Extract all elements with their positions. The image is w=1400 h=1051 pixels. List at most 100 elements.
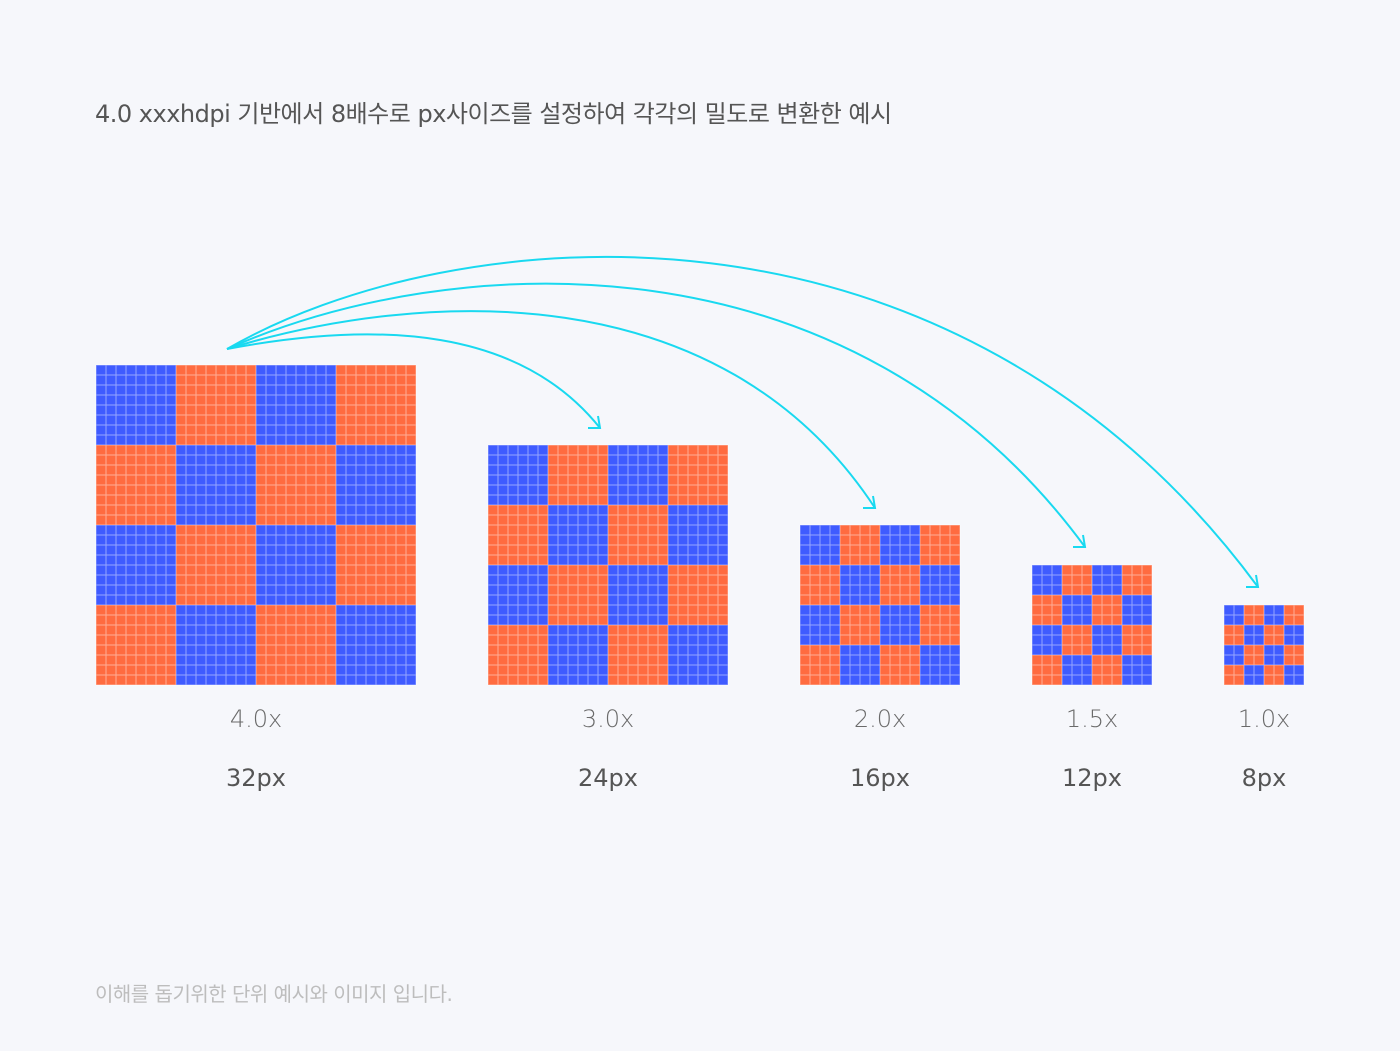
pixel-grid-lines bbox=[487, 444, 729, 686]
checker-block bbox=[336, 605, 416, 685]
checker-block bbox=[880, 565, 920, 605]
conversion-arrow bbox=[226, 333, 601, 429]
arrowhead-icon bbox=[1246, 574, 1260, 588]
checker-block bbox=[1062, 565, 1092, 595]
arrowhead-icon bbox=[863, 495, 877, 509]
checker-block bbox=[920, 605, 960, 645]
checker-block bbox=[548, 445, 608, 505]
checker-block bbox=[1032, 565, 1062, 595]
size-label-3x: 24px bbox=[578, 764, 638, 792]
checker-block bbox=[176, 605, 256, 685]
checker-block bbox=[840, 565, 880, 605]
checker-block bbox=[608, 565, 668, 625]
checker-block bbox=[256, 605, 336, 685]
conversion-arrow bbox=[226, 255, 1259, 588]
checker-block bbox=[548, 565, 608, 625]
checker-block bbox=[256, 445, 336, 525]
checker-block bbox=[800, 605, 840, 645]
checker-block bbox=[1284, 645, 1304, 665]
page-title: 4.0 xxxhdpi 기반에서 8배수로 px사이즈를 설정하여 각각의 밀도… bbox=[95, 100, 892, 128]
scale-label-1-5x: 1.5x bbox=[1065, 705, 1119, 733]
checker-block bbox=[1092, 625, 1122, 655]
checker-block bbox=[1224, 605, 1244, 625]
arrowhead-icon bbox=[588, 415, 602, 429]
checker-block bbox=[1032, 595, 1062, 625]
checker-block bbox=[1122, 625, 1152, 655]
checker-block bbox=[1032, 655, 1062, 685]
arrowhead-icon bbox=[1073, 534, 1087, 548]
checker-block bbox=[1264, 605, 1284, 625]
checker-block bbox=[1224, 665, 1244, 685]
checker-block bbox=[548, 505, 608, 565]
checker-block bbox=[1032, 625, 1062, 655]
conversion-arrow bbox=[226, 310, 876, 509]
checker-block bbox=[880, 525, 920, 565]
checker-block bbox=[1284, 605, 1304, 625]
checker-block bbox=[840, 605, 880, 645]
checker-block bbox=[1122, 565, 1152, 595]
checker-block bbox=[96, 525, 176, 605]
size-label-4x: 32px bbox=[226, 764, 286, 792]
checker-block bbox=[920, 525, 960, 565]
checker-block bbox=[1244, 605, 1264, 625]
checker-block bbox=[256, 525, 336, 605]
checker-block bbox=[1224, 645, 1244, 665]
checker-block bbox=[1224, 625, 1244, 645]
checker-block bbox=[1264, 625, 1284, 645]
checker-block bbox=[336, 525, 416, 605]
checker-block bbox=[488, 445, 548, 505]
checker-block bbox=[488, 625, 548, 685]
conversion-arrow bbox=[226, 282, 1086, 548]
pixel-grid-lines bbox=[1031, 564, 1153, 686]
checker-block bbox=[668, 625, 728, 685]
scale-label-4x: 4.0x bbox=[229, 705, 283, 733]
checker-block bbox=[840, 645, 880, 685]
pixel-grid-lines bbox=[1223, 604, 1305, 686]
checker-block bbox=[176, 445, 256, 525]
checker-block bbox=[668, 445, 728, 505]
checker-block bbox=[668, 565, 728, 625]
checker-block bbox=[1062, 625, 1092, 655]
checker-block bbox=[668, 505, 728, 565]
checker-block bbox=[608, 505, 668, 565]
checker-block bbox=[1092, 565, 1122, 595]
pixel-grid-lines bbox=[799, 524, 961, 686]
size-label-1-5x: 12px bbox=[1062, 764, 1122, 792]
size-label-2x: 16px bbox=[850, 764, 910, 792]
checker-block bbox=[96, 605, 176, 685]
checker-block bbox=[800, 645, 840, 685]
checker-block bbox=[1062, 595, 1092, 625]
scale-label-1x: 1.0x bbox=[1237, 705, 1291, 733]
checker-block bbox=[96, 365, 176, 445]
checker-block bbox=[608, 445, 668, 505]
footer-note: 이해를 돕기위한 단위 예시와 이미지 입니다. bbox=[95, 982, 453, 1006]
checker-block bbox=[920, 645, 960, 685]
checker-block bbox=[1244, 645, 1264, 665]
checker-block bbox=[1092, 595, 1122, 625]
checker-block bbox=[1092, 655, 1122, 685]
checker-block bbox=[176, 365, 256, 445]
checker-block bbox=[96, 445, 176, 525]
checker-block bbox=[176, 525, 256, 605]
checker-block bbox=[488, 505, 548, 565]
checker-block bbox=[840, 525, 880, 565]
pixel-grid-lines bbox=[95, 364, 417, 686]
checker-block bbox=[920, 565, 960, 605]
checker-block bbox=[800, 525, 840, 565]
checker-block bbox=[608, 625, 668, 685]
checker-block bbox=[1244, 625, 1264, 645]
checker-block bbox=[880, 645, 920, 685]
checker-block bbox=[1284, 625, 1304, 645]
scale-label-2x: 2.0x bbox=[853, 705, 907, 733]
checker-block bbox=[1122, 595, 1152, 625]
checker-block bbox=[1284, 665, 1304, 685]
checker-block bbox=[1264, 645, 1284, 665]
checker-block bbox=[256, 365, 336, 445]
checker-block bbox=[800, 565, 840, 605]
checker-block bbox=[488, 565, 548, 625]
scale-label-3x: 3.0x bbox=[581, 705, 635, 733]
checker-block bbox=[880, 605, 920, 645]
size-label-1x: 8px bbox=[1241, 764, 1287, 792]
checker-block bbox=[1264, 665, 1284, 685]
